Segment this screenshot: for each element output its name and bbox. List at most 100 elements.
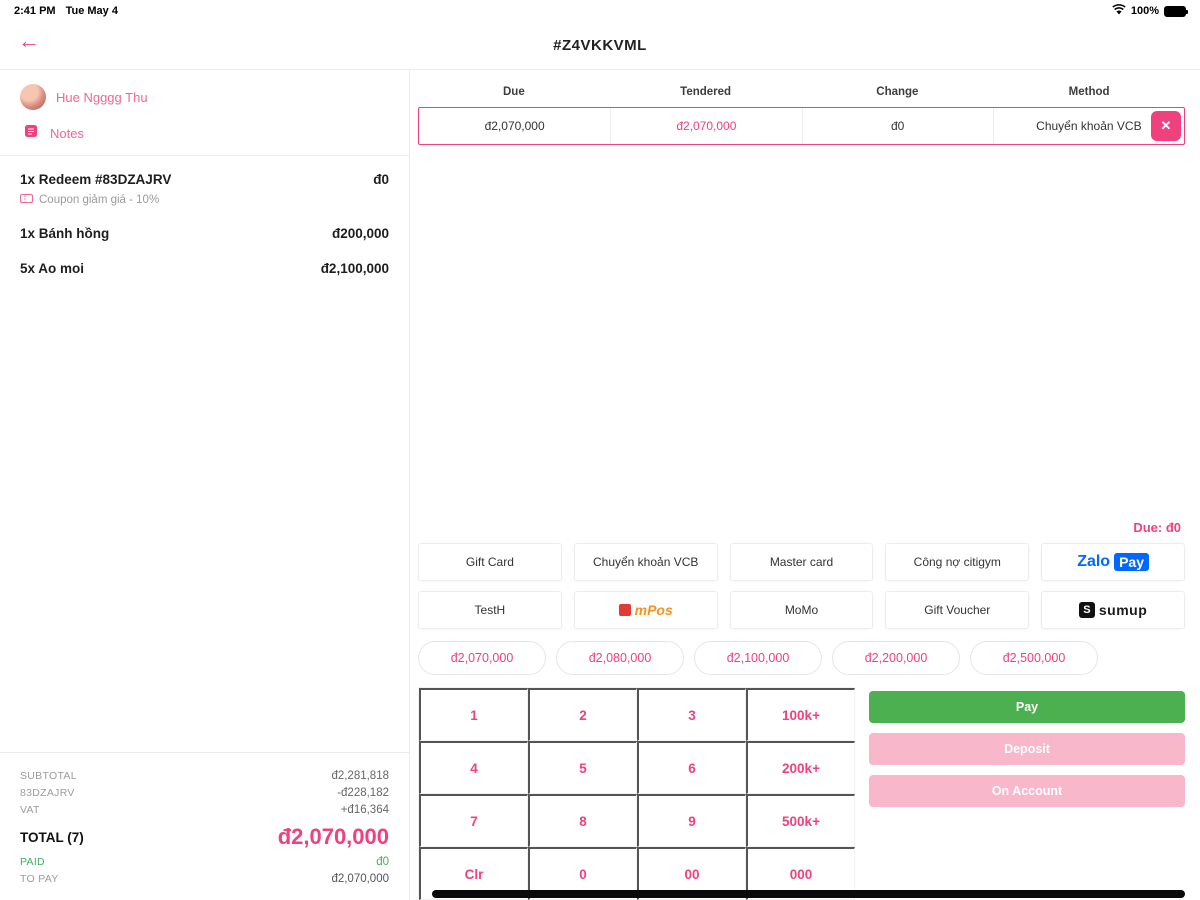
numpad-key-7[interactable]: 7 <box>419 794 528 847</box>
app-header: ← #Z4VKKVML <box>0 22 1200 70</box>
method-sumup[interactable]: S sumup <box>1041 591 1185 629</box>
paid-row: PAID đ0 <box>20 856 389 868</box>
coupon-icon <box>20 194 33 206</box>
numpad-key-9[interactable]: 9 <box>637 794 746 847</box>
vat-value: +đ16,364 <box>340 804 389 816</box>
numpad-key-200k[interactable]: 200k+ <box>746 741 855 794</box>
mpos-logo-icon <box>618 604 631 616</box>
to-pay-value: đ2,070,000 <box>331 873 389 885</box>
numpad: 1 2 3 100k+ 4 5 6 200k+ 7 8 9 500k+ Clr … <box>418 687 855 900</box>
numpad-key-2[interactable]: 2 <box>528 688 637 741</box>
method-testh[interactable]: TestH <box>418 591 562 629</box>
discount-value: -đ228,182 <box>337 787 389 799</box>
method-value: Chuyển khoản VCB <box>1036 119 1142 133</box>
quick-amount-chip[interactable]: đ2,500,000 <box>970 641 1098 675</box>
due-remaining-label: Due: đ0 <box>1133 520 1181 535</box>
item-price: đ0 <box>373 172 389 187</box>
item-price: đ2,100,000 <box>320 261 389 276</box>
numpad-key-1[interactable]: 1 <box>419 688 528 741</box>
customer-block: Hue Ngggg Thu Notes <box>0 70 409 156</box>
wifi-icon <box>1112 4 1126 18</box>
method-chuyen-khoan-vcb[interactable]: Chuyển khoản VCB <box>573 543 718 581</box>
status-date: Tue May 4 <box>65 5 118 17</box>
method-mpos[interactable]: mPos <box>573 591 718 629</box>
total-label: TOTAL (7) <box>20 829 84 845</box>
payment-table-header: Due Tendered Change Method <box>418 78 1185 107</box>
col-method: Method <box>1068 86 1110 98</box>
coupon-text: Coupon giảm giá - 10% <box>39 194 160 206</box>
sumup-logo-text: sumup <box>1098 602 1148 618</box>
discount-row: 83DZAJRV -đ228,182 <box>20 787 389 799</box>
payment-panel: Due Tendered Change Method đ2,070,000 đ2… <box>410 70 1200 900</box>
tendered-cell: đ2,070,000 <box>610 108 801 144</box>
subtotal-row: SUBTOTAL đ2,281,818 <box>20 770 389 782</box>
customer-row[interactable]: Hue Ngggg Thu <box>20 84 389 110</box>
quick-amounts-row: đ2,070,000 đ2,080,000 đ2,100,000 đ2,200,… <box>418 641 1185 675</box>
subtotal-label: SUBTOTAL <box>20 770 77 782</box>
to-pay-label: TO PAY <box>20 873 59 885</box>
method-master-card[interactable]: Master card <box>729 543 874 581</box>
method-cong-no-citigym[interactable]: Công nợ citigym <box>885 543 1030 581</box>
col-due: Due <box>503 86 525 98</box>
deposit-button[interactable]: Deposit <box>869 733 1185 765</box>
notes-label: Notes <box>50 126 84 141</box>
quick-amount-chip[interactable]: đ2,200,000 <box>832 641 960 675</box>
page-title: #Z4VKKVML <box>553 37 647 54</box>
quick-amount-chip[interactable]: đ2,100,000 <box>694 641 822 675</box>
numpad-key-100k[interactable]: 100k+ <box>746 688 855 741</box>
item-name: 5x Ao moi <box>20 261 85 276</box>
order-items: 1x Redeem #83DZAJRV đ0 Coupon giảm giá -… <box>0 156 409 296</box>
vat-label: VAT <box>20 804 40 816</box>
numpad-key-5[interactable]: 5 <box>528 741 637 794</box>
sumup-logo-icon: S <box>1078 602 1095 618</box>
numpad-key-6[interactable]: 6 <box>637 741 746 794</box>
vat-row: VAT +đ16,364 <box>20 804 389 816</box>
customer-avatar <box>20 84 46 110</box>
to-pay-row: TO PAY đ2,070,000 <box>20 873 389 885</box>
actions-column: Pay Deposit On Account <box>869 687 1185 900</box>
customer-name: Hue Ngggg Thu <box>56 89 148 105</box>
quick-amount-chip[interactable]: đ2,080,000 <box>556 641 684 675</box>
col-change: Change <box>876 86 919 98</box>
zalopay-logo-badge: Pay <box>1114 553 1149 571</box>
total-value: đ2,070,000 <box>277 824 389 849</box>
item-name: 1x Redeem #83DZAJRV <box>20 172 172 187</box>
subtotal-value: đ2,281,818 <box>331 770 389 782</box>
status-time: 2:41 PM <box>14 5 56 17</box>
list-item[interactable]: 5x Ao moi đ2,100,000 <box>20 261 389 276</box>
paid-value: đ0 <box>376 856 389 868</box>
back-button[interactable]: ← <box>18 28 40 53</box>
item-name: 1x Bánh hồng <box>20 226 110 241</box>
discount-label: 83DZAJRV <box>20 787 75 799</box>
zalopay-logo: Zalo <box>1077 553 1111 570</box>
paid-label: PAID <box>20 856 45 868</box>
due-cell: đ2,070,000 <box>484 119 545 133</box>
numpad-key-3[interactable]: 3 <box>637 688 746 741</box>
numpad-key-500k[interactable]: 500k+ <box>746 794 855 847</box>
home-indicator[interactable] <box>432 890 1185 898</box>
pay-button[interactable]: Pay <box>869 691 1185 723</box>
total-row: TOTAL (7) đ2,070,000 <box>20 824 389 850</box>
status-bar: 2:41 PM Tue May 4 100% <box>0 0 1200 22</box>
list-item[interactable]: 1x Redeem #83DZAJRV đ0 Coupon giảm giá -… <box>20 172 389 206</box>
battery-icon <box>1164 5 1188 17</box>
mpos-logo-text: mPos <box>634 602 673 618</box>
numpad-key-4[interactable]: 4 <box>419 741 528 794</box>
quick-amount-chip[interactable]: đ2,070,000 <box>418 641 546 675</box>
method-momo[interactable]: MoMo <box>729 591 874 629</box>
order-panel: Hue Ngggg Thu Notes 1x Redeem #83DZAJRV … <box>0 70 410 900</box>
change-cell: đ0 <box>801 108 993 144</box>
table-row[interactable]: đ2,070,000 đ2,070,000 đ0 Chuyển khoản VC… <box>418 107 1185 145</box>
payment-methods-grid: Gift Card Chuyển khoản VCB Master card C… <box>418 543 1185 629</box>
remove-payment-button[interactable]: ✕ <box>1151 111 1181 141</box>
numpad-key-8[interactable]: 8 <box>528 794 637 847</box>
method-gift-voucher[interactable]: Gift Voucher <box>885 591 1030 629</box>
method-gift-card[interactable]: Gift Card <box>418 543 562 581</box>
col-tendered: Tendered <box>680 86 732 98</box>
order-summary: SUBTOTAL đ2,281,818 83DZAJRV -đ228,182 V… <box>0 752 409 900</box>
on-account-button[interactable]: On Account <box>869 775 1185 807</box>
method-zalopay[interactable]: Zalo Pay <box>1041 543 1185 581</box>
item-coupon-note: Coupon giảm giá - 10% <box>20 194 389 206</box>
list-item[interactable]: 1x Bánh hồng đ200,000 <box>20 226 389 241</box>
notes-row[interactable]: Notes <box>20 124 389 143</box>
